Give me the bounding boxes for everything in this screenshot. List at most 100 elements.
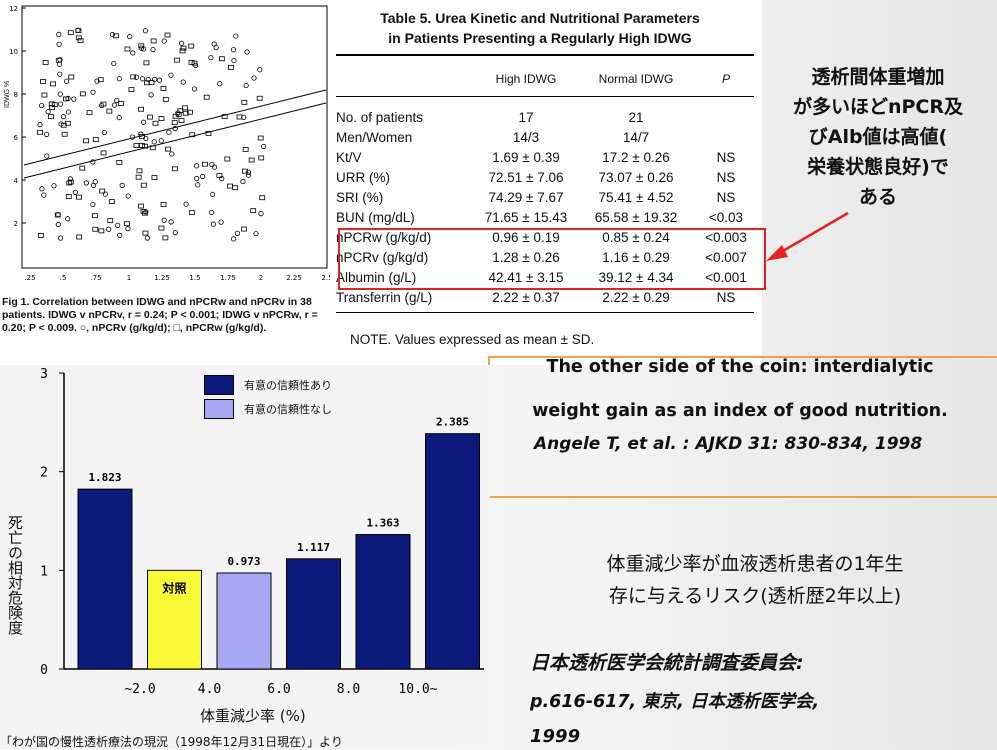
highlight-box	[338, 228, 766, 290]
scatter-point-nPCRw	[99, 188, 106, 194]
cell-p: NS	[716, 150, 736, 165]
table-row: No. of patients 17 21	[336, 108, 756, 128]
cell-high-idwg: 14/3	[512, 130, 540, 145]
scatter-point-nPCRv	[194, 163, 200, 169]
scatter-point-nPCRw	[188, 59, 195, 65]
scatter-x-tick: 1.75	[220, 274, 236, 282]
scatter-point-nPCRv	[99, 102, 105, 109]
scatter-point-nPCRv	[230, 47, 237, 53]
scatter-point-nPCRv	[234, 230, 241, 236]
scatter-point-nPCRw	[241, 168, 248, 174]
scatter-point-nPCRw	[138, 203, 144, 209]
jp-reference-line2: p.616-617, 東京, 日本透析医学会,	[530, 692, 820, 712]
scatter-point-nPCRw	[203, 94, 210, 100]
scatter-point-nPCRw	[37, 129, 43, 135]
bar-value-label: 1.823	[88, 471, 121, 484]
bar-y-label: 死亡の相対危険度	[6, 515, 24, 635]
scatter-point-nPCRv	[144, 235, 150, 241]
scatter-point-nPCRw	[124, 46, 131, 52]
row-label: BUN (mg/dL)	[336, 210, 415, 225]
red-arrow-icon	[766, 211, 849, 261]
scatter-point-nPCRv	[200, 173, 206, 180]
scatter-point-nPCRw	[241, 226, 247, 232]
scatter-point-nPCRv	[183, 201, 189, 207]
scatter-point-nPCRw	[123, 221, 130, 227]
scatter-y-tick: 12	[9, 5, 18, 13]
scatter-point-nPCRv	[209, 209, 215, 216]
scatter-point-nPCRv	[178, 40, 185, 46]
row-label: nPCRv (g/kg/d)	[336, 250, 429, 265]
scatter-point-nPCRw	[113, 33, 119, 39]
scatter-point-nPCRw	[60, 122, 67, 128]
bar	[355, 534, 411, 670]
bar-inner-label: 対照	[161, 580, 186, 595]
en-title-line1: The other side of the coin: interdialyti…	[546, 357, 934, 377]
jp-reference-line3: 1999	[530, 726, 581, 747]
scatter-point-nPCRw	[92, 137, 99, 143]
scatter-point-nPCRw	[236, 114, 243, 120]
scatter-point-nPCRw	[79, 165, 86, 171]
cell-normal-idwg: 2.22 ± 0.29	[602, 290, 670, 305]
scatter-point-nPCRv	[143, 135, 149, 142]
scatter-caption: Fig 1. Correlation between IDWG and nPCR…	[2, 296, 318, 334]
scatter-point-nPCRw	[164, 32, 171, 38]
scatter-point-nPCRw	[68, 74, 75, 80]
header-normal-idwg: Normal IDWG	[598, 72, 674, 86]
scatter-point-nPCRw	[75, 35, 82, 41]
scatter-point-nPCRw	[140, 182, 147, 188]
scatter-point-nPCRv	[169, 151, 175, 157]
scatter-x-tick: .25	[24, 274, 35, 282]
scatter-point-nPCRv	[230, 236, 237, 242]
scatter-point-nPCRv	[125, 226, 131, 232]
scatter-point-nPCRw	[108, 199, 115, 204]
scatter-point-nPCRv	[168, 72, 174, 78]
table-bottom-rule	[336, 312, 754, 313]
cell-p: <0.003	[705, 230, 747, 245]
scatter-x-tick: 1	[127, 274, 131, 282]
scatter-point-nPCRv	[51, 183, 57, 189]
scatter-point-nPCRw	[91, 213, 98, 219]
scatter-point-nPCRw	[65, 194, 72, 199]
scatter-point-nPCRv	[101, 129, 107, 136]
scatter-point-nPCRw	[224, 156, 231, 162]
scatter-point-nPCRw	[180, 45, 187, 51]
scatter-point-nPCRv	[143, 209, 149, 215]
scatter-point-nPCRw	[86, 110, 93, 116]
table-row: Kt/V 1.69 ± 0.39 17.2 ± 0.26 NS	[336, 148, 756, 168]
scatter-x-tick: .75	[90, 274, 101, 282]
legend-swatch-not-significant	[204, 399, 234, 419]
scatter-point-nPCRv	[193, 62, 199, 69]
scatter-point-nPCRw	[162, 96, 169, 102]
scatter-point-nPCRv	[151, 139, 157, 145]
scatter-point-nPCRv	[55, 221, 61, 228]
scatter-point-nPCRw	[160, 202, 167, 207]
scatter-point-nPCRv	[44, 131, 50, 137]
en-reference: Angele T, et al. : AJKD 31: 830-834, 199…	[534, 434, 923, 454]
row-label: Kt/V	[336, 150, 362, 165]
cell-high-idwg: 72.51 ± 7.06	[488, 170, 564, 185]
scatter-point-nPCRw	[174, 57, 180, 63]
row-label: Men/Women	[336, 130, 413, 145]
scatter-point-nPCRv	[37, 122, 43, 128]
scatter-point-nPCRw	[77, 38, 84, 43]
table-row: Albumin (g/L) 42.41 ± 3.15 39.12 ± 4.34 <0.…	[336, 268, 756, 288]
header-high-idwg: High IDWG	[495, 72, 557, 86]
scatter-point-nPCRw	[37, 233, 44, 238]
row-label: SRI (%)	[336, 190, 384, 205]
cell-normal-idwg: 0.85 ± 0.24	[602, 230, 670, 245]
chart-source: 「わが国の慢性透析療法の現況（1998年12月31日現在）」より	[0, 735, 343, 749]
bar-y-tick: 1	[40, 564, 48, 579]
scatter-point-nPCRv	[111, 102, 118, 108]
scatter-point-nPCRw	[188, 210, 195, 216]
scatter-point-nPCRw	[41, 92, 48, 98]
cell-high-idwg: 71.65 ± 15.43	[484, 210, 568, 225]
scatter-point-nPCRv	[168, 219, 174, 225]
scatter-point-nPCRv	[116, 76, 122, 82]
scatter-point-nPCRv	[213, 44, 219, 51]
scatter-point-nPCRv	[57, 91, 63, 97]
scatter-point-nPCRv	[127, 34, 133, 40]
scatter-point-nPCRv	[116, 114, 122, 121]
scatter-point-nPCRv	[67, 176, 73, 182]
jp-reference-line1: 日本透析医学会統計調査委員会:	[530, 652, 804, 674]
bar-x-tick: ~2.0	[124, 682, 155, 697]
